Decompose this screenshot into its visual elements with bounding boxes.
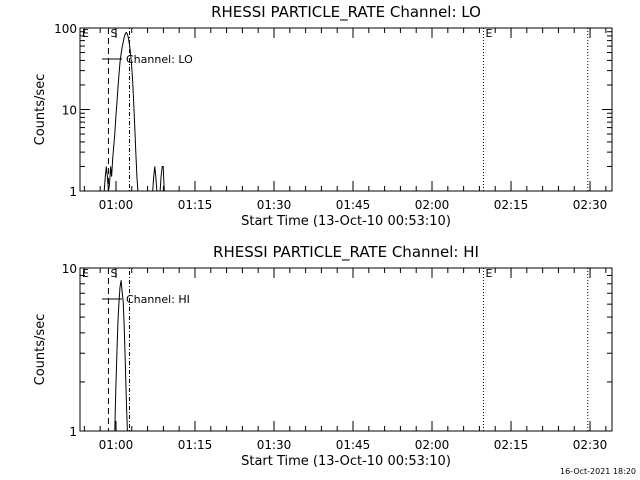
y-tick-label: 10: [62, 262, 77, 276]
x-axis-label: Start Time (13-Oct-10 00:53:10): [241, 214, 451, 229]
y-tick-label: 1: [69, 185, 77, 199]
x-tick-label: 02:15: [494, 198, 529, 212]
y-axis-label: Counts/sec: [33, 74, 48, 146]
event-marker-label: E: [485, 267, 492, 280]
x-tick-label: 01:30: [257, 198, 292, 212]
event-marker-label: E: [82, 27, 89, 40]
legend-label: Channel: LO: [126, 53, 193, 66]
y-tick-label: 100: [54, 22, 77, 36]
x-tick-label: 01:00: [99, 438, 134, 452]
x-tick-label: 02:30: [573, 198, 608, 212]
x-tick-label: 01:45: [336, 198, 371, 212]
event-marker-label: S: [110, 267, 117, 280]
y-axis-label: Counts/sec: [33, 314, 48, 386]
y-tick-label: 10: [62, 104, 77, 118]
data-series-line: [103, 31, 165, 192]
x-tick-label: 02:00: [415, 438, 450, 452]
x-tick-label: 01:30: [257, 438, 292, 452]
x-tick-label: 01:00: [99, 198, 134, 212]
plot-frame: [79, 267, 613, 432]
data-series-line: [114, 280, 128, 432]
x-tick-label: 02:00: [415, 198, 450, 212]
x-tick-label: 01:15: [178, 198, 213, 212]
event-marker-label: S: [110, 27, 117, 40]
event-marker-label: E: [485, 27, 492, 40]
hi-channel-plot: RHESSI PARTICLE_RATE Channel: HI Counts/s…: [33, 243, 613, 469]
x-tick-label: 01:45: [336, 438, 371, 452]
y-tick-label: 1: [69, 425, 77, 439]
generation-timestamp: 16-Oct-2021 18:20: [560, 467, 636, 476]
x-tick-label: 01:15: [178, 438, 213, 452]
lo-channel-plot: RHESSI PARTICLE_RATE Channel: LO Counts/s…: [33, 3, 613, 229]
chart-title: RHESSI PARTICLE_RATE Channel: HI: [213, 243, 479, 262]
chart-title: RHESSI PARTICLE_RATE Channel: LO: [211, 3, 481, 22]
x-tick-label: 02:15: [494, 438, 529, 452]
event-marker-label: E: [82, 267, 89, 280]
x-tick-label: 02:30: [573, 438, 608, 452]
x-axis-label: Start Time (13-Oct-10 00:53:10): [241, 454, 451, 469]
legend-label: Channel: HI: [126, 293, 190, 306]
